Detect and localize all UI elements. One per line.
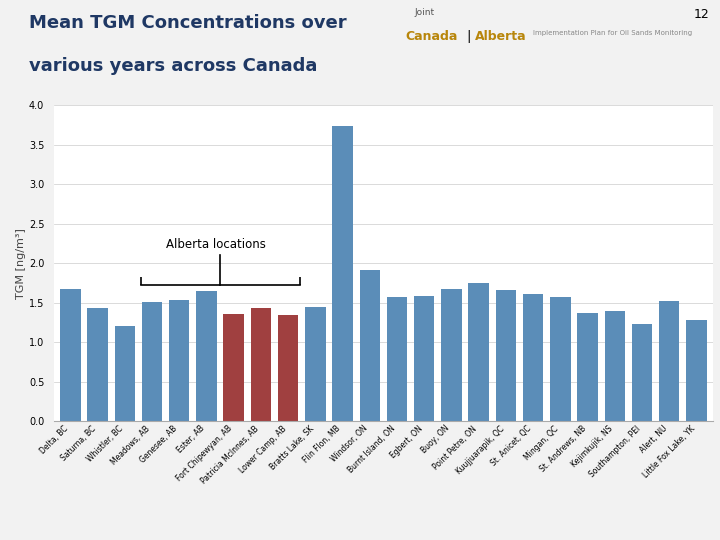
Bar bbox=[577, 313, 598, 421]
Bar bbox=[60, 289, 81, 421]
Text: Implementation Plan for Oil Sands Monitoring: Implementation Plan for Oil Sands Monito… bbox=[533, 30, 692, 36]
Bar bbox=[142, 302, 162, 421]
Bar bbox=[305, 307, 325, 421]
Bar bbox=[495, 290, 516, 421]
Bar bbox=[414, 295, 434, 421]
Bar bbox=[114, 326, 135, 421]
Text: Canada: Canada bbox=[405, 30, 458, 43]
Bar bbox=[87, 308, 108, 421]
Bar bbox=[659, 301, 680, 421]
Bar bbox=[605, 312, 625, 421]
Bar bbox=[169, 300, 189, 421]
Text: various years across Canada: various years across Canada bbox=[29, 57, 318, 75]
Bar bbox=[632, 324, 652, 421]
Bar bbox=[441, 288, 462, 421]
Bar bbox=[197, 291, 217, 421]
Bar bbox=[278, 315, 298, 421]
Text: Mean TGM Concentrations over: Mean TGM Concentrations over bbox=[29, 14, 346, 31]
Text: Alberta: Alberta bbox=[475, 30, 527, 43]
Bar bbox=[469, 283, 489, 421]
Text: Joint: Joint bbox=[414, 8, 434, 17]
Bar bbox=[333, 126, 353, 421]
Bar bbox=[251, 308, 271, 421]
Text: 12: 12 bbox=[693, 8, 709, 21]
Bar bbox=[223, 314, 244, 421]
Bar bbox=[387, 297, 408, 421]
Bar bbox=[686, 320, 706, 421]
Bar bbox=[550, 297, 570, 421]
Y-axis label: TGM [ng/m³]: TGM [ng/m³] bbox=[16, 228, 26, 299]
Text: Alberta locations: Alberta locations bbox=[166, 238, 266, 252]
Text: |: | bbox=[467, 30, 471, 43]
Bar bbox=[523, 294, 544, 421]
Bar bbox=[359, 269, 380, 421]
